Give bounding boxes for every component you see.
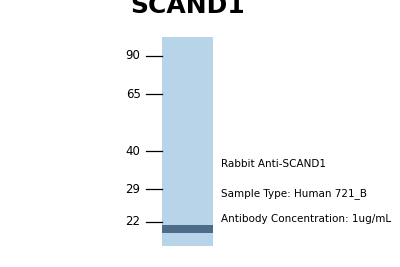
Text: Sample Type: Human 721_B: Sample Type: Human 721_B <box>221 188 367 199</box>
Bar <box>162 37 213 246</box>
Text: 29: 29 <box>126 183 140 196</box>
Text: 22: 22 <box>126 215 140 229</box>
Text: SCAND1: SCAND1 <box>130 0 245 18</box>
Text: Rabbit Anti-SCAND1: Rabbit Anti-SCAND1 <box>221 159 326 169</box>
Text: 90: 90 <box>126 49 140 62</box>
Text: 40: 40 <box>126 145 140 158</box>
Text: Antibody Concentration: 1ug/mL: Antibody Concentration: 1ug/mL <box>221 214 391 224</box>
Text: 65: 65 <box>126 88 140 100</box>
Bar <box>162 225 213 233</box>
